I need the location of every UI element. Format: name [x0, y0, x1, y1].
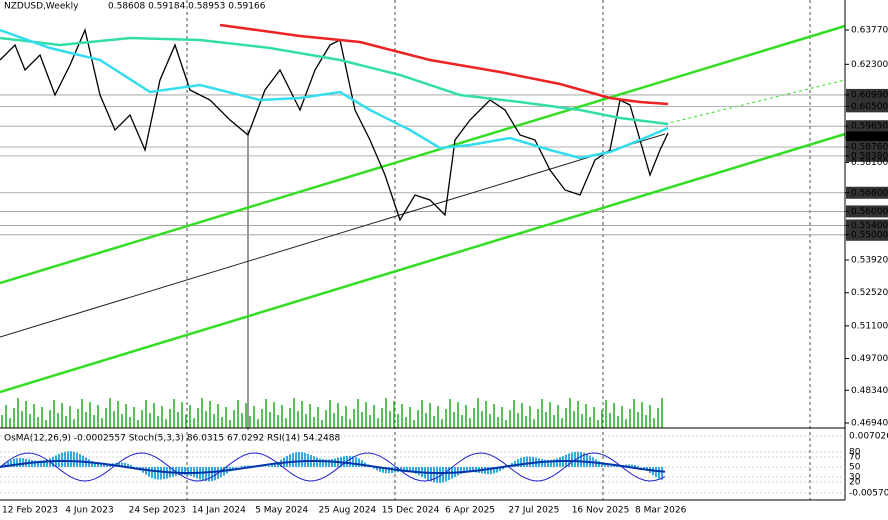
indicator-scale: 30: [849, 473, 861, 483]
date-label: 24 Sep 2023: [129, 506, 186, 516]
indicator-scale: 80: [849, 448, 861, 458]
price-label-box: [846, 120, 888, 133]
price-label: 0.63770: [851, 26, 888, 36]
date-label: 12 Feb 2023: [2, 506, 58, 516]
price-label: 0.55400: [851, 221, 888, 231]
price-label: 0.60500: [851, 102, 888, 112]
date-label: 25 Aug 2024: [319, 506, 377, 516]
price-label-box: [846, 219, 888, 232]
rsi-line: [0, 460, 666, 474]
price-label-box: [846, 88, 888, 101]
price-label: 0.52520: [851, 288, 888, 298]
price-label: 0.58100: [851, 158, 888, 168]
channel-extension: [664, 79, 846, 125]
price-label: 0.62300: [851, 60, 888, 70]
price-label-box: [846, 100, 888, 113]
ma-cyan: [0, 28, 669, 160]
channel-lower: [0, 132, 846, 394]
date-label: 27 Jul 2025: [508, 506, 559, 516]
indicator-label: OsMA(12,26,9) -0.0002557 Stoch(5,3,3) 86…: [4, 434, 340, 444]
price-label: 0.58380: [851, 151, 888, 161]
date-label: 4 Jun 2023: [65, 506, 113, 516]
channel-upper: [0, 24, 846, 285]
stoch-line: [0, 452, 666, 482]
indicator-scale: 0.007026: [849, 432, 888, 442]
indicator-scale: 20: [849, 478, 861, 488]
price-label: 0.48340: [851, 386, 888, 396]
volume: [1, 398, 663, 428]
price-label: 0.59166: [851, 133, 888, 143]
price-label: 0.49700: [851, 354, 888, 364]
date-label: 15 Dec 2024: [382, 506, 440, 516]
date-label: 8 Mar 2026: [635, 506, 687, 516]
date-label: 6 Apr 2025: [445, 506, 495, 516]
price-label: 0.53920: [851, 256, 888, 266]
levels: [0, 94, 845, 236]
symbol: NZDUSD,Weekly: [4, 2, 79, 12]
price-label: 0.60990: [851, 90, 888, 100]
price-path: [0, 27, 669, 222]
price-label: 0.56800: [851, 188, 888, 198]
ma-mint: [0, 36, 669, 126]
ma-red: [219, 23, 669, 106]
price-label-box: [846, 186, 888, 199]
date-label: 5 May 2024: [255, 506, 308, 516]
indicator-scale: 70: [849, 453, 861, 463]
date-label: 16 Nov 2025: [572, 506, 630, 516]
price-label: 0.55000: [851, 230, 888, 240]
date-label: 14 Jan 2024: [192, 506, 246, 516]
price-label: 0.59650: [851, 122, 888, 132]
ohlc: 0.58608 0.59184 0.58953 0.59166: [108, 2, 266, 12]
price-label: 0.51100: [851, 321, 888, 331]
price-label-box: [846, 228, 888, 241]
price-label-box: [846, 205, 888, 218]
price-label-box: [846, 131, 888, 144]
trend-line: [0, 133, 666, 338]
grid: [186, 0, 811, 500]
price-label: 0.58760: [851, 142, 888, 152]
indicator-scale: 50: [849, 463, 861, 473]
indicator-scale: -0.005704: [849, 489, 888, 499]
price-label: 0.56000: [851, 207, 888, 217]
price-label-box: [846, 149, 888, 162]
price-label: 0.46940: [851, 419, 888, 429]
